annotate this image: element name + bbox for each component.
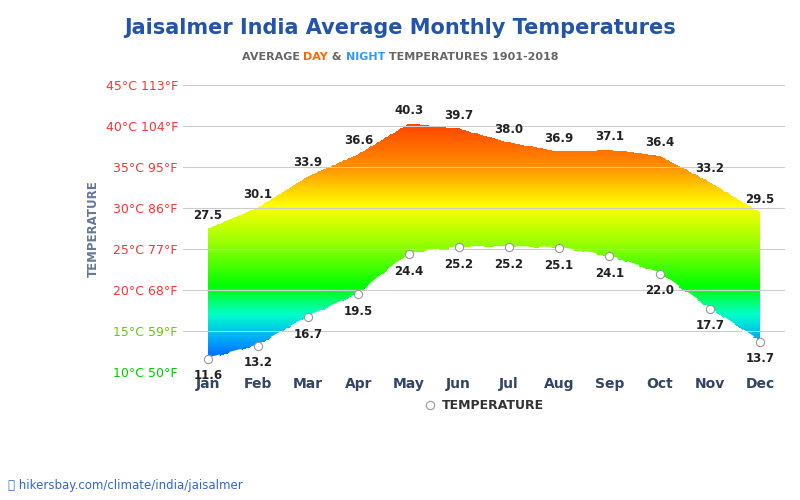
Point [251, 342, 264, 349]
Text: 29.5: 29.5 [746, 192, 774, 205]
Text: 36.6: 36.6 [344, 134, 373, 147]
Point [302, 313, 314, 321]
Text: 24.4: 24.4 [394, 264, 423, 278]
Text: Jaisalmer India Average Monthly Temperatures: Jaisalmer India Average Monthly Temperat… [124, 18, 676, 38]
Text: &: & [328, 52, 346, 62]
Text: 13.7: 13.7 [746, 352, 774, 366]
Text: DAY: DAY [303, 52, 328, 62]
Point [502, 244, 515, 252]
Point [603, 252, 616, 260]
Text: 39.7: 39.7 [444, 109, 474, 122]
Text: 24.1: 24.1 [594, 267, 624, 280]
Text: NIGHT: NIGHT [346, 52, 385, 62]
Text: 30.1: 30.1 [243, 188, 273, 200]
Text: ⮟ hikersbay.com/climate/india/jaisalmer: ⮟ hikersbay.com/climate/india/jaisalmer [8, 480, 242, 492]
Text: 40.3: 40.3 [394, 104, 423, 117]
Text: 25.1: 25.1 [545, 259, 574, 272]
Point [703, 305, 716, 313]
Text: 17.7: 17.7 [695, 320, 724, 332]
Text: 25.2: 25.2 [494, 258, 523, 271]
Text: 33.9: 33.9 [294, 156, 322, 170]
Text: 16.7: 16.7 [294, 328, 322, 340]
Text: 22.0: 22.0 [645, 284, 674, 297]
Text: 13.2: 13.2 [243, 356, 273, 370]
Text: 25.2: 25.2 [444, 258, 474, 271]
Text: 33.2: 33.2 [695, 162, 724, 175]
Text: 38.0: 38.0 [494, 123, 523, 136]
Point [653, 270, 666, 278]
Point [352, 290, 365, 298]
Text: AVERAGE: AVERAGE [242, 52, 303, 62]
Point [402, 250, 415, 258]
Text: 19.5: 19.5 [344, 304, 373, 318]
Point [754, 338, 766, 345]
Text: 11.6: 11.6 [194, 370, 222, 382]
Point [452, 244, 465, 252]
Text: 36.9: 36.9 [545, 132, 574, 145]
Point [202, 355, 214, 363]
Text: 36.4: 36.4 [645, 136, 674, 149]
Point [553, 244, 566, 252]
Text: TEMPERATURES 1901-2018: TEMPERATURES 1901-2018 [385, 52, 558, 62]
Legend: TEMPERATURE: TEMPERATURE [418, 394, 550, 417]
Text: 37.1: 37.1 [595, 130, 624, 143]
Y-axis label: TEMPERATURE: TEMPERATURE [87, 180, 100, 277]
Text: 27.5: 27.5 [194, 209, 222, 222]
